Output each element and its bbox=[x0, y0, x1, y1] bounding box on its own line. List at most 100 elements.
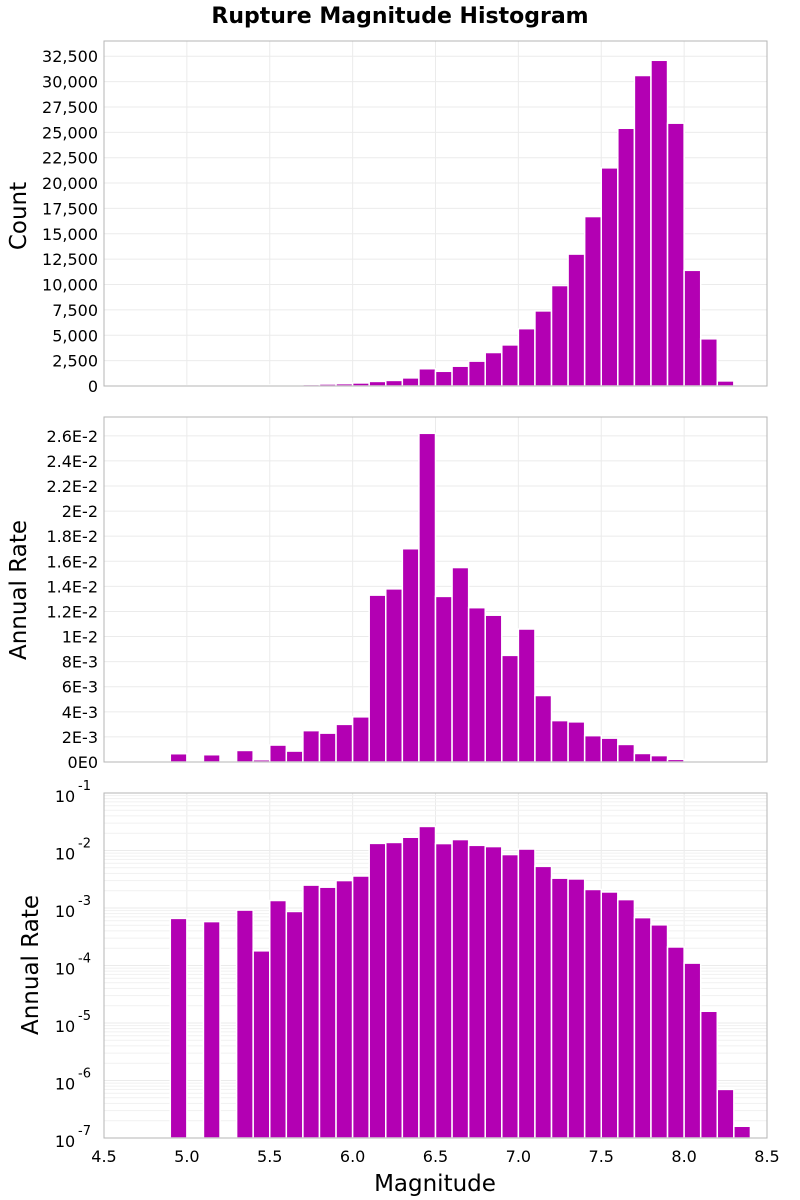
chart-title: Rupture Magnitude Histogram bbox=[211, 4, 588, 29]
histogram-bar bbox=[418, 432, 437, 763]
histogram-bar bbox=[385, 588, 404, 763]
histogram-bar bbox=[351, 716, 370, 763]
histogram-bar bbox=[418, 368, 437, 387]
y-tick-label: 20,000 bbox=[42, 174, 98, 193]
x-tick-label: 8.0 bbox=[671, 1147, 696, 1166]
histogram-bar bbox=[650, 924, 669, 1139]
histogram-bar bbox=[583, 215, 602, 387]
y-tick-label: 2.2E-2 bbox=[46, 477, 98, 496]
y-tick-label: 32,500 bbox=[42, 47, 98, 66]
y-tick-label: 2.6E-2 bbox=[46, 427, 98, 446]
histogram-bar bbox=[401, 377, 420, 387]
y-tick-label: 0E0 bbox=[68, 753, 98, 772]
y-tick-label: 8E-3 bbox=[62, 653, 98, 672]
histogram-bar bbox=[716, 1088, 735, 1139]
histogram-bar bbox=[285, 750, 304, 763]
histogram-bar bbox=[699, 1010, 719, 1139]
histogram-bar bbox=[699, 338, 719, 387]
histogram-bar bbox=[583, 734, 602, 763]
histogram-bar bbox=[517, 327, 536, 387]
histogram-bar bbox=[451, 365, 470, 387]
histogram-bar bbox=[467, 360, 486, 387]
y-tick-label: 12,500 bbox=[42, 250, 98, 269]
x-tick-label: 8.5 bbox=[754, 1147, 779, 1166]
y-tick-label: 10,000 bbox=[42, 276, 98, 295]
histogram-bar bbox=[401, 547, 420, 763]
histogram-bar bbox=[335, 879, 354, 1139]
y-tick-label: 0 bbox=[88, 377, 98, 396]
histogram-bar bbox=[385, 841, 404, 1139]
histogram-bar bbox=[484, 351, 503, 387]
histogram-bar bbox=[650, 59, 669, 387]
histogram-bar bbox=[252, 950, 271, 1139]
histogram-bar bbox=[534, 694, 553, 763]
histogram-bar bbox=[269, 899, 288, 1139]
y-tick-exponent: -2 bbox=[78, 837, 91, 852]
histogram-bar bbox=[633, 74, 652, 387]
histogram-bar bbox=[434, 595, 453, 763]
histogram-bar bbox=[368, 594, 387, 763]
histogram-bar bbox=[633, 916, 652, 1139]
x-tick-label: 5.5 bbox=[257, 1147, 282, 1166]
x-tick-label: 7.0 bbox=[506, 1147, 531, 1166]
histogram-bar bbox=[550, 877, 569, 1139]
y-tick-label: 1.6E-2 bbox=[46, 552, 98, 571]
y-tick-label: 10 bbox=[55, 1075, 75, 1094]
histogram-bar bbox=[567, 721, 586, 763]
histogram-bar bbox=[285, 910, 304, 1139]
histogram-bar bbox=[484, 845, 503, 1139]
y-tick-label: 2,500 bbox=[52, 352, 98, 371]
y-axis-label: Annual Rate bbox=[18, 895, 44, 1035]
histogram-bar bbox=[368, 842, 387, 1139]
histogram-bar bbox=[534, 865, 553, 1139]
y-tick-label: 6E-3 bbox=[62, 678, 98, 697]
histogram-bar bbox=[501, 344, 520, 387]
histogram-bar bbox=[302, 884, 321, 1139]
histogram-bar bbox=[617, 898, 636, 1139]
y-tick-label: 2.4E-2 bbox=[46, 452, 98, 471]
y-tick-label: 5,000 bbox=[52, 326, 98, 345]
y-tick-exponent: -4 bbox=[78, 952, 91, 967]
y-tick-label: 10 bbox=[55, 1017, 75, 1036]
y-tick-label: 15,000 bbox=[42, 225, 98, 244]
y-tick-label: 10 bbox=[55, 845, 75, 864]
histogram-bar bbox=[368, 380, 387, 387]
y-tick-label: 7,500 bbox=[52, 301, 98, 320]
y-tick-label: 22,500 bbox=[42, 149, 98, 168]
histogram-bar bbox=[716, 380, 735, 387]
histogram-bar bbox=[650, 754, 669, 763]
x-tick-label: 6.5 bbox=[423, 1147, 448, 1166]
y-tick-label: 2E-3 bbox=[62, 728, 98, 747]
histogram-bar bbox=[633, 752, 652, 763]
y-tick-label: 27,500 bbox=[42, 98, 98, 117]
histogram-bar bbox=[318, 732, 337, 763]
histogram-bar bbox=[335, 723, 354, 763]
y-tick-exponent: -7 bbox=[78, 1124, 91, 1139]
y-tick-exponent: -5 bbox=[78, 1009, 91, 1024]
histogram-bar bbox=[451, 566, 470, 763]
histogram-bar bbox=[418, 825, 437, 1139]
x-tick-label: 6.0 bbox=[340, 1147, 365, 1166]
histogram-bar bbox=[666, 946, 685, 1139]
histogram-bar bbox=[600, 167, 619, 387]
plot-frame bbox=[103, 40, 768, 387]
y-tick-label: 17,500 bbox=[42, 199, 98, 218]
y-tick-exponent: -3 bbox=[78, 894, 91, 909]
histogram-bar bbox=[517, 628, 536, 763]
histogram-bar bbox=[683, 962, 702, 1139]
histogram-bar bbox=[235, 909, 254, 1139]
histogram-bar bbox=[484, 614, 503, 763]
histogram-bar bbox=[683, 269, 702, 387]
histogram-bar bbox=[733, 1125, 752, 1139]
y-tick-label: 1.8E-2 bbox=[46, 527, 98, 546]
y-tick-label: 10 bbox=[55, 1132, 75, 1151]
histogram-bar bbox=[385, 379, 404, 387]
y-tick-exponent: -6 bbox=[78, 1067, 91, 1082]
histogram-bar bbox=[202, 920, 221, 1139]
x-tick-label: 5.0 bbox=[174, 1147, 199, 1166]
y-tick-label: 2E-2 bbox=[62, 502, 98, 521]
y-tick-label: 25,000 bbox=[42, 123, 98, 142]
x-tick-label: 7.5 bbox=[589, 1147, 614, 1166]
